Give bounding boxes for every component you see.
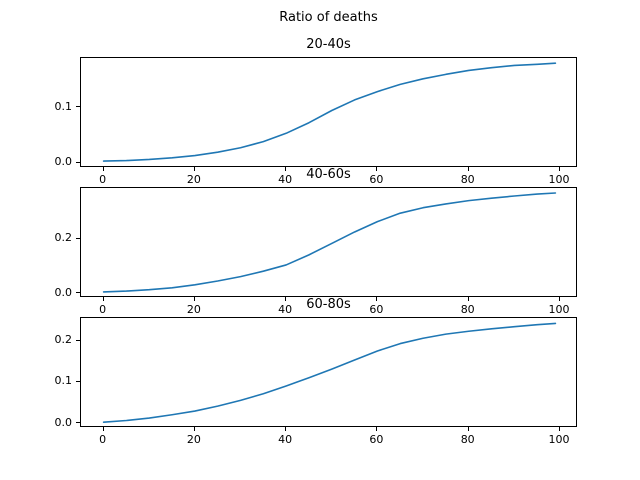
- y-tick-label: 0.1: [54, 374, 73, 388]
- x-tick-mark: [559, 167, 560, 171]
- axes-area: [80, 57, 577, 167]
- y-tick-mark: [76, 422, 80, 423]
- y-tick-mark: [76, 106, 80, 108]
- x-tick-mark: [193, 297, 195, 301]
- axes-area: [80, 187, 577, 297]
- x-tick-label: 0: [99, 173, 107, 186]
- ratio-curve: [102, 192, 557, 293]
- axes-area: [80, 317, 577, 427]
- ratio-curve: [102, 322, 557, 423]
- x-tick-mark: [102, 427, 104, 431]
- x-tick-mark: [102, 167, 104, 171]
- ratio-curve: [102, 62, 557, 162]
- x-tick-label: 20: [186, 303, 201, 316]
- subplot-title: 60-80s: [306, 297, 351, 312]
- x-tick-mark: [285, 167, 287, 171]
- x-tick-mark: [193, 427, 195, 431]
- x-tick-mark: [467, 427, 469, 431]
- x-tick-mark: [559, 427, 560, 431]
- subplot-title: 20-40s: [306, 37, 351, 52]
- y-tick-label: 0.2: [54, 333, 73, 347]
- x-tick-label: 80: [460, 303, 475, 316]
- x-tick-mark: [376, 427, 378, 431]
- x-tick-mark: [102, 297, 104, 301]
- x-tick-label: 100: [548, 433, 570, 446]
- x-tick-label: 0: [99, 303, 107, 316]
- x-tick-mark: [376, 167, 378, 171]
- x-tick-label: 0: [99, 433, 107, 446]
- x-tick-label: 80: [460, 173, 475, 186]
- y-tick-mark: [76, 292, 80, 293]
- x-tick-label: 40: [278, 303, 293, 316]
- figure-title: Ratio of deaths: [279, 10, 378, 25]
- y-tick-label: 0.1: [54, 99, 73, 113]
- x-tick-label: 100: [548, 303, 570, 316]
- y-tick-mark: [76, 339, 80, 341]
- x-tick-label: 100: [548, 173, 570, 186]
- x-tick-mark: [467, 297, 469, 301]
- y-tick-mark: [76, 237, 80, 239]
- x-tick-mark: [376, 297, 378, 301]
- x-tick-label: 60: [369, 303, 384, 316]
- y-tick-mark: [76, 380, 80, 382]
- y-tick-label: 0.0: [54, 415, 73, 429]
- y-tick-label: 0.2: [54, 231, 73, 244]
- x-tick-mark: [285, 427, 287, 431]
- x-tick-mark: [467, 167, 469, 171]
- y-tick-label: 0.0: [54, 155, 73, 169]
- x-tick-label: 60: [369, 173, 384, 186]
- line-plot-canvas: [102, 62, 557, 162]
- line-plot-canvas: [102, 322, 557, 423]
- x-tick-label: 40: [278, 433, 293, 446]
- x-tick-mark: [193, 167, 195, 171]
- y-tick-label: 0.0: [54, 285, 73, 299]
- x-tick-mark: [285, 297, 287, 301]
- x-tick-label: 40: [278, 173, 293, 186]
- x-tick-mark: [559, 297, 560, 301]
- x-tick-label: 20: [186, 173, 201, 186]
- line-plot-canvas: [102, 192, 557, 293]
- x-tick-label: 60: [369, 433, 384, 446]
- y-tick-mark: [76, 161, 80, 163]
- subplot-title: 40-60s: [306, 167, 351, 182]
- x-tick-label: 80: [460, 433, 475, 446]
- x-tick-label: 20: [186, 433, 201, 446]
